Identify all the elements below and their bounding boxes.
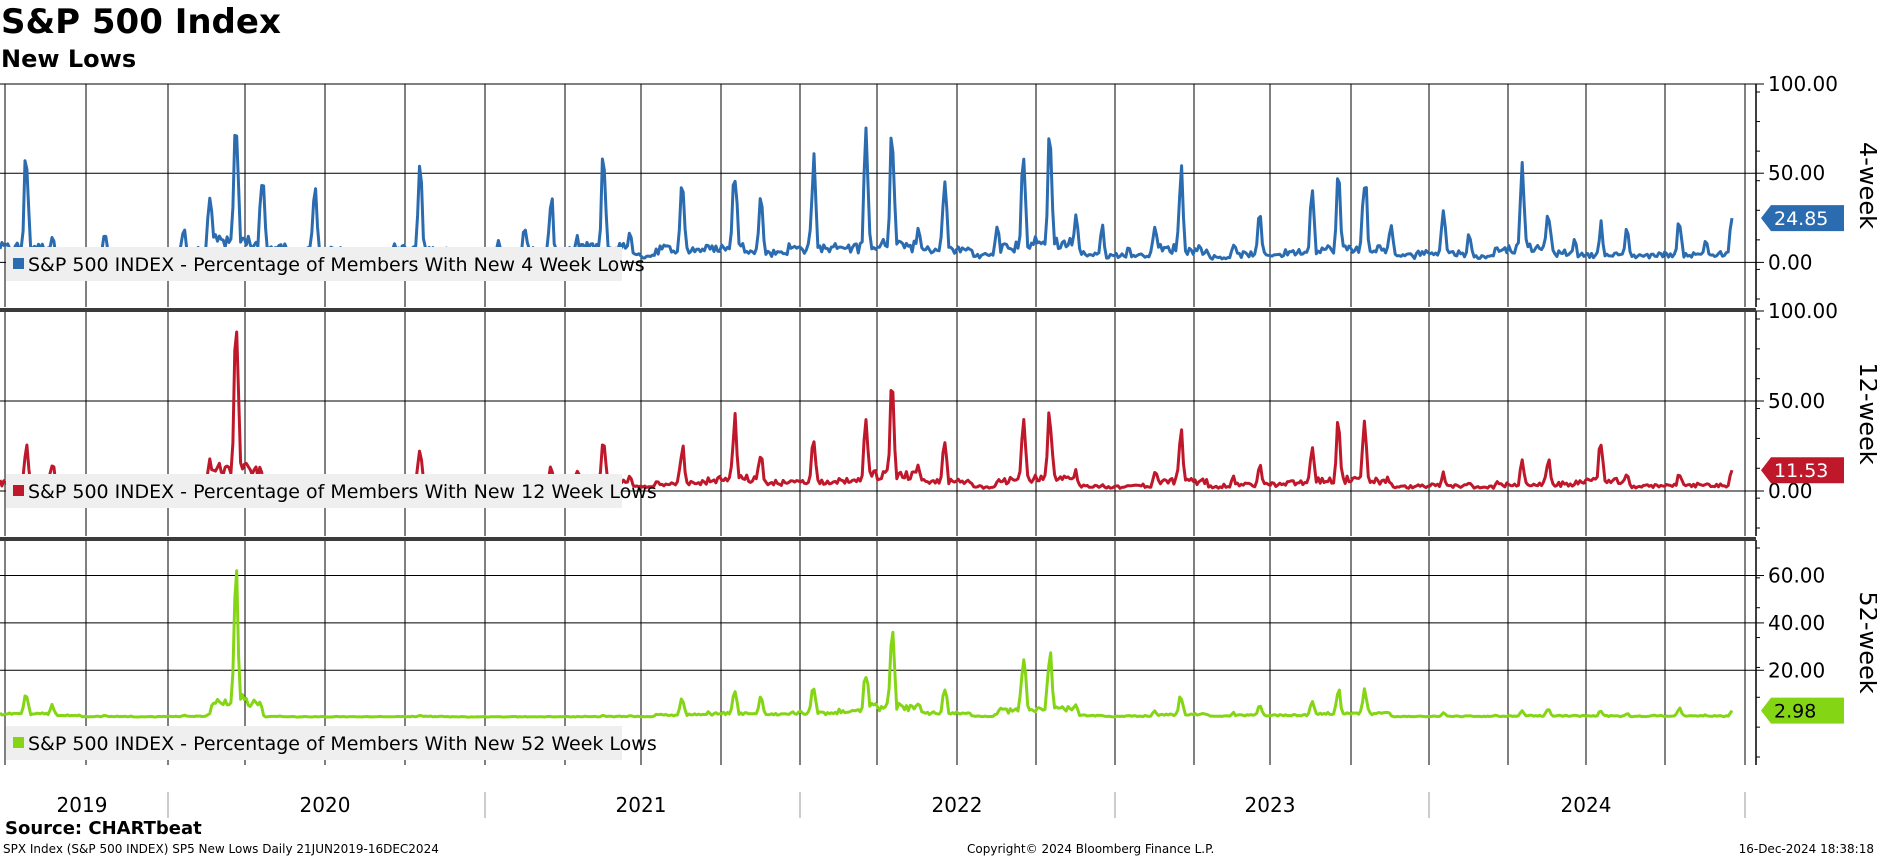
panel-separator: [0, 308, 1756, 312]
legend-swatch: [13, 258, 24, 269]
y-tick-label: 20.00: [1768, 658, 1825, 682]
legend-swatch: [13, 737, 24, 748]
x-tick-label: 2024: [1561, 793, 1612, 817]
footer-timestamp: 16-Dec-2024 18:38:18: [1738, 842, 1874, 856]
source-note: Source: CHARTbeat: [5, 818, 202, 839]
y-tick-label: 60.00: [1768, 564, 1825, 588]
x-axis: 2019 2020 2021 2022 2023 2024: [57, 792, 1746, 818]
panel-label: 12-week: [1854, 362, 1877, 464]
panel-4-week: 100.00 50.00 0.00 S&P 500 INDEX - Percentag…: [0, 72, 1877, 307]
panel-label: 52-week: [1854, 591, 1877, 693]
footer-description: SPX Index (S&P 500 INDEX) SP5 New Lows D…: [3, 842, 439, 856]
x-tick-label: 2022: [932, 793, 983, 817]
legend-swatch: [13, 485, 24, 496]
panel-separator: [0, 537, 1756, 541]
x-tick-label: 2021: [616, 793, 667, 817]
legend-label: S&P 500 INDEX - Percentage of Members Wi…: [28, 733, 657, 755]
last-value-label: 11.53: [1774, 460, 1828, 482]
data-line-4-week: [0, 126, 1734, 262]
last-value-tag: 11.53: [1761, 457, 1844, 484]
y-tick-label: 50.00: [1768, 389, 1825, 413]
chart-subtitle: New Lows: [1, 45, 137, 73]
y-tick-label: 40.00: [1768, 611, 1825, 635]
y-tick-label: 50.00: [1768, 161, 1825, 185]
x-tick-label: 2020: [300, 793, 351, 817]
y-tick-label: 0.00: [1768, 250, 1813, 274]
legend-box: [6, 474, 622, 508]
x-tick-label: 2023: [1245, 793, 1296, 817]
last-value-badge: [1761, 457, 1844, 484]
y-tick-label: 100.00: [1768, 299, 1838, 323]
legend-box: [6, 726, 622, 760]
legend-box: [6, 247, 622, 281]
data-line-52-week: [0, 569, 1734, 719]
last-value-badge: [1761, 205, 1844, 232]
legend-label: S&P 500 INDEX - Percentage of Members Wi…: [28, 254, 645, 276]
panel-52-week: 60.00 40.00 20.00 S&P 500 INDEX - Percentag…: [0, 540, 1877, 765]
last-value-tag: 24.85: [1761, 205, 1844, 232]
panel-label: 4-week: [1854, 142, 1877, 229]
last-value-tag: 2.98: [1761, 697, 1844, 724]
last-value-label: 2.98: [1774, 701, 1816, 723]
data-line-12-week: [0, 330, 1734, 491]
last-value-badge: [1761, 697, 1844, 724]
footer-copyright: Copyright© 2024 Bloomberg Finance L.P.: [967, 842, 1215, 856]
legend-label: S&P 500 INDEX - Percentage of Members Wi…: [28, 481, 657, 503]
y-tick-label: 100.00: [1768, 72, 1838, 96]
last-value-label: 24.85: [1774, 208, 1828, 230]
x-tick-label: 2019: [57, 793, 108, 817]
chart-title: S&P 500 Index: [1, 2, 281, 42]
